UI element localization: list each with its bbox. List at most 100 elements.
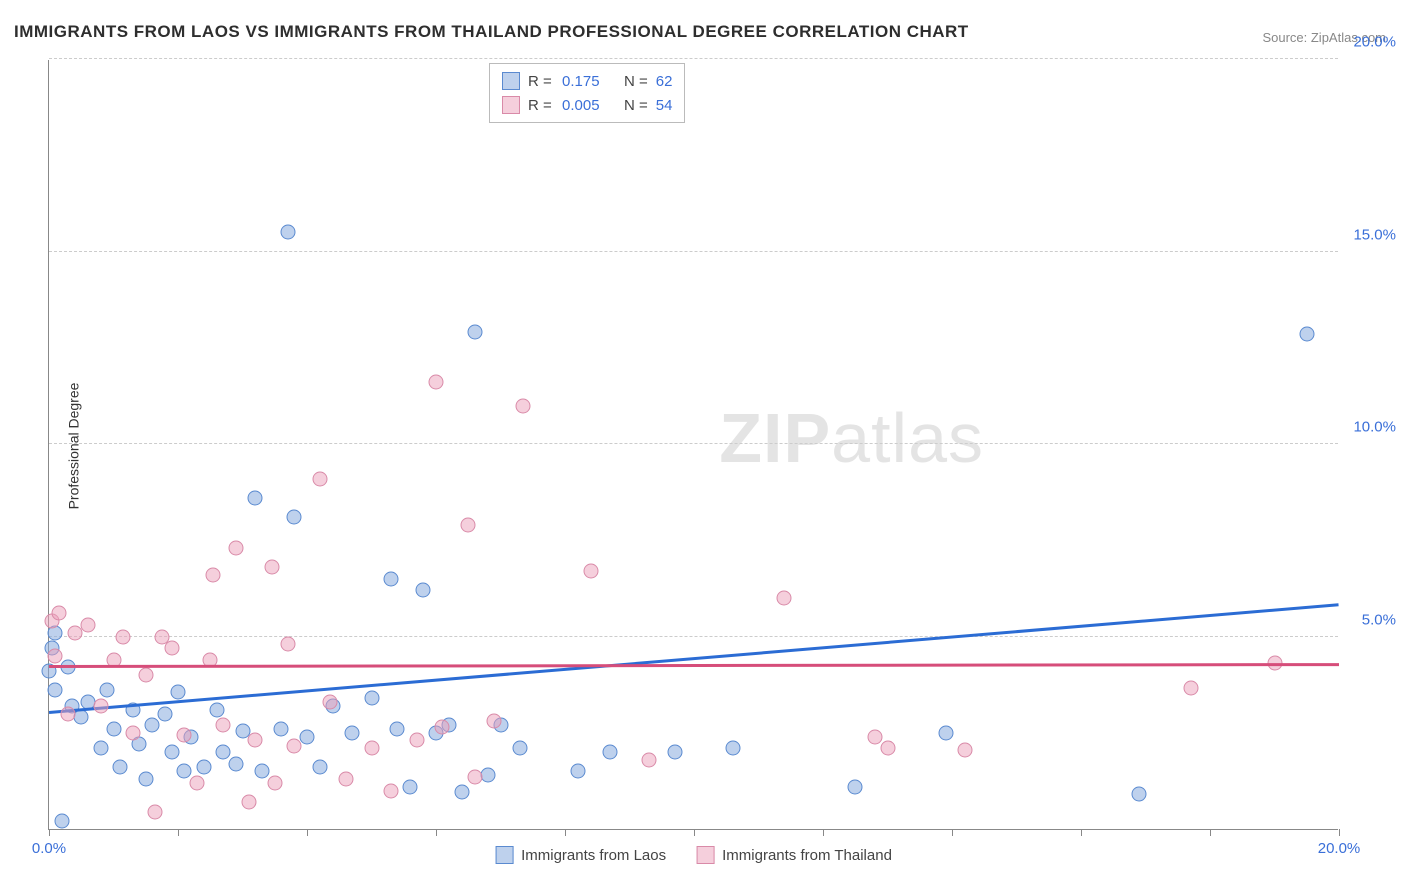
r-label: R = bbox=[528, 73, 554, 90]
gridline bbox=[49, 443, 1338, 444]
data-point bbox=[300, 729, 315, 744]
data-point bbox=[338, 771, 353, 786]
x-tick bbox=[823, 829, 824, 836]
data-point bbox=[51, 606, 66, 621]
data-point bbox=[487, 714, 502, 729]
y-tick-label: 5.0% bbox=[1362, 611, 1396, 628]
data-point bbox=[1183, 681, 1198, 696]
series-swatch bbox=[502, 72, 520, 90]
x-tick bbox=[1210, 829, 1211, 836]
correlation-row: R = 0.005 N = 54 bbox=[502, 93, 672, 117]
correlation-row: R = 0.175 N = 62 bbox=[502, 69, 672, 93]
n-label: N = bbox=[624, 97, 648, 114]
data-point bbox=[280, 225, 295, 240]
x-tick bbox=[1339, 829, 1340, 836]
data-point bbox=[287, 739, 302, 754]
data-point bbox=[461, 517, 476, 532]
data-point bbox=[641, 752, 656, 767]
data-point bbox=[206, 567, 221, 582]
data-point bbox=[603, 745, 618, 760]
data-point bbox=[1299, 327, 1314, 342]
x-tick bbox=[307, 829, 308, 836]
data-point bbox=[125, 725, 140, 740]
n-label: N = bbox=[624, 73, 648, 90]
trend-line bbox=[49, 663, 1339, 667]
trend-line bbox=[49, 603, 1339, 713]
data-point bbox=[248, 733, 263, 748]
data-point bbox=[416, 583, 431, 598]
data-point bbox=[287, 510, 302, 525]
chart-title: IMMIGRANTS FROM LAOS VS IMMIGRANTS FROM … bbox=[14, 22, 969, 42]
data-point bbox=[435, 719, 450, 734]
data-point bbox=[467, 325, 482, 340]
gridline bbox=[49, 58, 1338, 59]
x-tick-label: 20.0% bbox=[1318, 840, 1361, 857]
data-point bbox=[725, 741, 740, 756]
legend: Immigrants from Laos Immigrants from Thai… bbox=[495, 846, 892, 864]
data-point bbox=[177, 764, 192, 779]
gridline bbox=[49, 251, 1338, 252]
n-value: 54 bbox=[656, 97, 673, 114]
x-tick bbox=[694, 829, 695, 836]
data-point bbox=[409, 733, 424, 748]
watermark: ZIPatlas bbox=[719, 398, 984, 478]
data-point bbox=[867, 729, 882, 744]
data-point bbox=[54, 814, 69, 829]
data-point bbox=[171, 685, 186, 700]
data-point bbox=[100, 683, 115, 698]
x-tick-label: 0.0% bbox=[32, 840, 66, 857]
data-point bbox=[403, 779, 418, 794]
data-point bbox=[312, 471, 327, 486]
data-point bbox=[138, 668, 153, 683]
data-point bbox=[229, 756, 244, 771]
x-tick bbox=[436, 829, 437, 836]
data-point bbox=[957, 743, 972, 758]
legend-swatch bbox=[495, 846, 513, 864]
data-point bbox=[264, 560, 279, 575]
legend-label: Immigrants from Laos bbox=[521, 847, 666, 864]
data-point bbox=[48, 683, 63, 698]
data-point bbox=[254, 764, 269, 779]
data-point bbox=[383, 783, 398, 798]
data-point bbox=[164, 745, 179, 760]
scatter-plot: ZIPatlas R =0.175N =62R =0.005N =54 Immi… bbox=[48, 60, 1338, 830]
r-value: 0.175 bbox=[562, 73, 616, 90]
data-point bbox=[667, 745, 682, 760]
data-point bbox=[145, 718, 160, 733]
data-point bbox=[229, 540, 244, 555]
x-tick bbox=[178, 829, 179, 836]
data-point bbox=[106, 721, 121, 736]
data-point bbox=[61, 706, 76, 721]
y-tick-label: 15.0% bbox=[1353, 226, 1396, 243]
data-point bbox=[158, 706, 173, 721]
data-point bbox=[138, 771, 153, 786]
data-point bbox=[48, 648, 63, 663]
data-point bbox=[390, 721, 405, 736]
data-point bbox=[267, 775, 282, 790]
n-value: 62 bbox=[656, 73, 673, 90]
x-tick bbox=[952, 829, 953, 836]
data-point bbox=[164, 641, 179, 656]
data-point bbox=[322, 694, 337, 709]
data-point bbox=[112, 760, 127, 775]
data-point bbox=[848, 779, 863, 794]
r-label: R = bbox=[528, 97, 554, 114]
legend-item: Immigrants from Thailand bbox=[696, 846, 892, 864]
correlation-panel: R = 0.175 N = 62 R = 0.005 N = 54 bbox=[489, 63, 685, 123]
data-point bbox=[583, 564, 598, 579]
x-tick bbox=[1081, 829, 1082, 836]
r-value: 0.005 bbox=[562, 97, 616, 114]
data-point bbox=[429, 375, 444, 390]
legend-swatch bbox=[696, 846, 714, 864]
data-point bbox=[80, 617, 95, 632]
data-point bbox=[216, 718, 231, 733]
data-point bbox=[312, 760, 327, 775]
data-point bbox=[570, 764, 585, 779]
data-point bbox=[93, 741, 108, 756]
series-swatch bbox=[502, 96, 520, 114]
data-point bbox=[190, 775, 205, 790]
data-point bbox=[345, 725, 360, 740]
data-point bbox=[196, 760, 211, 775]
data-point bbox=[880, 741, 895, 756]
data-point bbox=[1132, 787, 1147, 802]
